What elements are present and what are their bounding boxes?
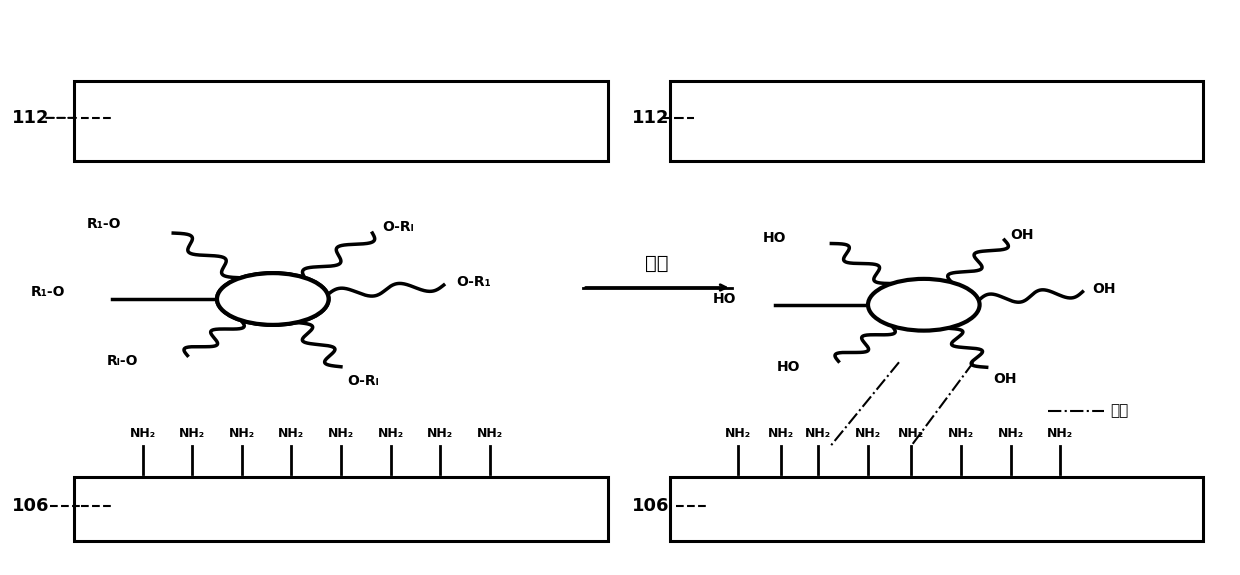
Text: NH₂: NH₂ [854,427,882,440]
Circle shape [868,279,980,331]
Text: NH₂: NH₂ [1047,427,1074,440]
FancyBboxPatch shape [670,81,1203,161]
Text: NH₂: NH₂ [724,427,751,440]
Text: NH₂: NH₂ [377,427,404,440]
Circle shape [217,273,329,325]
Text: NH₂: NH₂ [476,427,503,440]
Text: O-Rₗ: O-Rₗ [382,220,414,234]
Text: NH₂: NH₂ [427,427,454,440]
Text: 112: 112 [12,109,50,127]
Text: HO: HO [713,292,737,306]
Text: OH: OH [1011,228,1034,243]
Text: NH₂: NH₂ [947,427,975,440]
Text: NH₂: NH₂ [129,427,156,440]
Text: NH₂: NH₂ [327,427,355,440]
Text: NH₂: NH₂ [278,427,305,440]
Text: 106: 106 [12,497,50,515]
Text: 112: 112 [632,109,670,127]
Text: NH₂: NH₂ [898,427,925,440]
FancyBboxPatch shape [74,477,608,540]
Text: HO: HO [763,231,786,245]
Text: O-R₁: O-R₁ [456,275,491,289]
Text: NH₂: NH₂ [228,427,255,440]
Text: NH₂: NH₂ [997,427,1024,440]
FancyBboxPatch shape [670,477,1203,540]
FancyBboxPatch shape [74,81,608,161]
Text: Rₗ-O: Rₗ-O [107,354,139,368]
Text: R₁-O: R₁-O [31,285,66,299]
Text: 氢键: 氢键 [1110,404,1128,419]
Text: R₁-O: R₁-O [87,217,122,231]
Text: NH₂: NH₂ [179,427,206,440]
Text: NH₂: NH₂ [768,427,795,440]
Circle shape [217,273,329,325]
Text: O-Rₗ: O-Rₗ [347,374,379,388]
Text: NH₂: NH₂ [805,427,832,440]
Text: 106: 106 [632,497,670,515]
Text: OH: OH [993,372,1017,386]
Text: OH: OH [1092,282,1116,296]
Text: 加热: 加热 [646,254,668,273]
Text: HO: HO [776,360,800,374]
